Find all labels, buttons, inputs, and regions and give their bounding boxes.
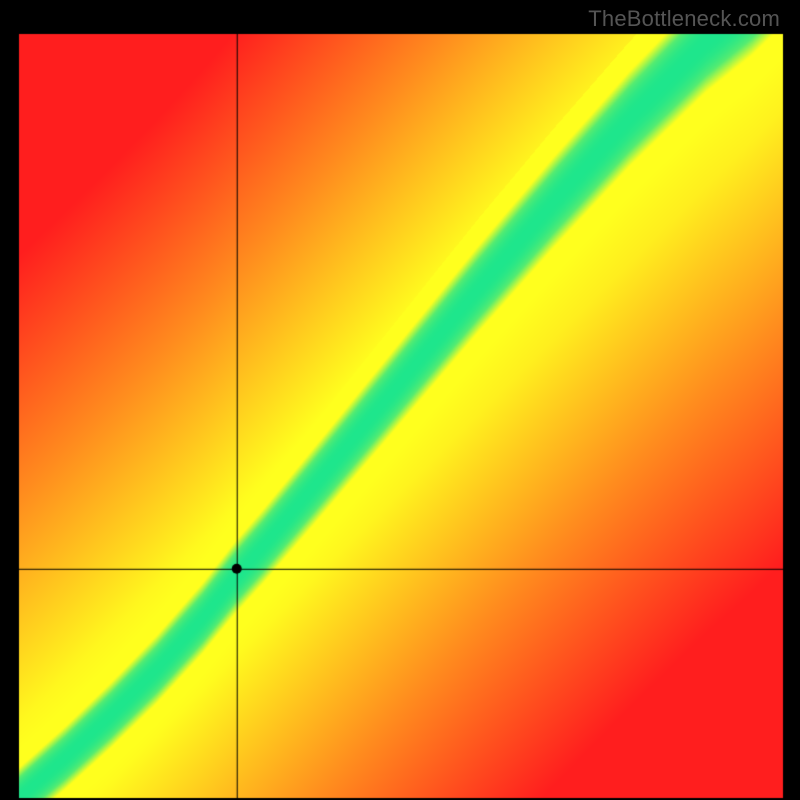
bottleneck-heatmap <box>0 0 800 800</box>
attribution-label: TheBottleneck.com <box>588 6 780 32</box>
chart-container: TheBottleneck.com <box>0 0 800 800</box>
